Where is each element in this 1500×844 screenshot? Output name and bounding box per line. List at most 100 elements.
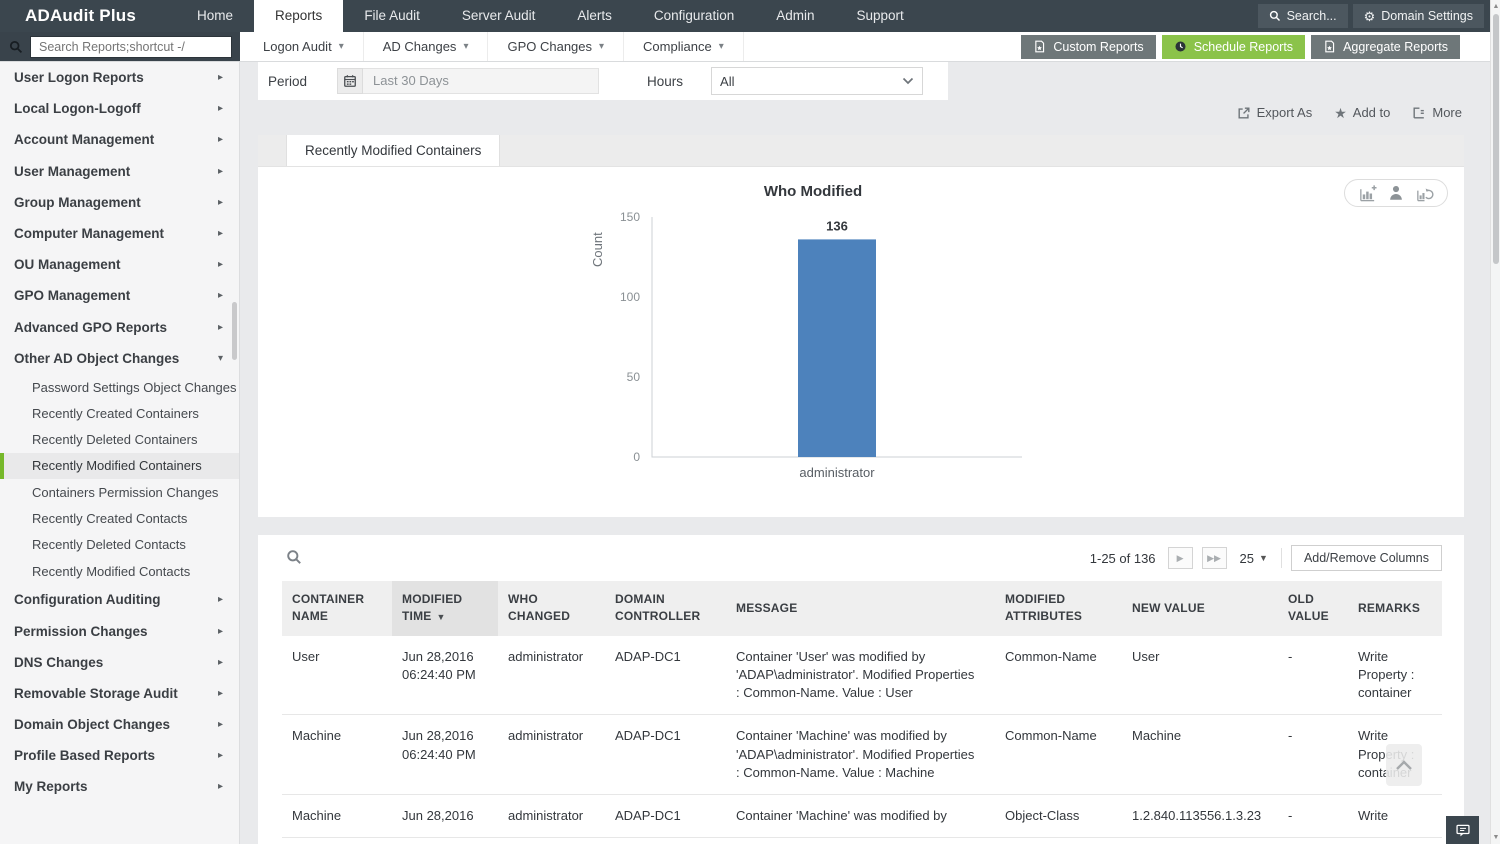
sidebar-item-recently-deleted-contacts[interactable]: Recently Deleted Contacts <box>32 537 186 553</box>
nav-item-support[interactable]: Support <box>856 8 904 23</box>
cell-old-value: - <box>1278 794 1348 839</box>
cell-who-changed: administrator <box>498 714 605 795</box>
page-size-value: 25 <box>1239 550 1255 566</box>
sidebar-item-recently-modified-containers[interactable]: Recently Modified Containers <box>0 452 239 480</box>
add-remove-columns-button[interactable]: Add/Remove Columns <box>1290 545 1442 571</box>
menu-compliance[interactable]: Compliance ▾ <box>624 32 744 61</box>
sidebar-item-advanced-gpo-reports[interactable]: Advanced GPO Reports ▸ <box>0 312 239 343</box>
aggregate-reports-button[interactable]: Aggregate Reports <box>1311 34 1460 59</box>
global-search-button[interactable]: Search... <box>1257 4 1348 28</box>
export-as-button[interactable]: Export As <box>1237 105 1312 120</box>
col-header-who-changed[interactable]: WHO CHANGED <box>498 581 605 636</box>
next-page-button[interactable]: ▶ <box>1167 547 1193 569</box>
nav-item-file-audit[interactable]: File Audit <box>364 8 420 23</box>
sidebar-item-recently-modified-contacts[interactable]: Recently Modified Contacts <box>32 563 191 579</box>
page-scrollbar[interactable]: ▲ ▼ <box>1490 0 1500 844</box>
cell-modified-attributes: Common-Name <box>995 635 1122 716</box>
sidebar-item-my-reports[interactable]: My Reports ▸ <box>0 771 239 802</box>
col-header-modified-attributes[interactable]: MODIFIED ATTRIBUTES <box>995 581 1122 636</box>
sidebar-item-password-settings-object-changes[interactable]: Password Settings Object Changes <box>32 379 237 395</box>
sidebar-item-user-management[interactable]: User Management ▸ <box>0 156 239 187</box>
table-row: Machine Jun 28,2016 06:24:40 PM administra… <box>282 714 1442 795</box>
sidebar-item-removable-storage-audit[interactable]: Removable Storage Audit ▸ <box>0 678 239 709</box>
sidebar-item-ou-management[interactable]: OU Management ▸ <box>0 249 239 280</box>
calendar-button[interactable] <box>337 68 364 94</box>
custom-reports-button[interactable]: Custom Reports <box>1021 34 1156 59</box>
report-actions: Export As ★ Add to More <box>1237 105 1462 120</box>
pagination: 1-25 of 136 ▶ ▶▶ 25 ▼ Add/Remove Columns <box>1090 545 1442 571</box>
tab-recently-modified-containers[interactable]: Recently Modified Containers <box>286 135 501 166</box>
chevron-right-icon: ▸ <box>217 781 223 793</box>
add-to-button[interactable]: ★ Add to <box>1334 105 1390 120</box>
chevron-right-icon: ▸ <box>217 687 223 699</box>
col-header-container-name[interactable]: CONTAINER NAME <box>282 581 392 636</box>
cell-remarks: Write Property : container <box>1348 635 1442 716</box>
more-button[interactable]: More <box>1412 105 1462 120</box>
chevron-up-icon <box>1395 759 1413 771</box>
cell-domain-controller: ADAP-DC1 <box>605 635 726 716</box>
sidebar-item-gpo-management[interactable]: GPO Management ▸ <box>0 280 239 311</box>
col-header-modified-time[interactable]: MODIFIED TIME ▼ <box>392 581 498 636</box>
cell-domain-controller: ADAP-DC1 <box>605 794 726 839</box>
nav-item-reports[interactable]: Reports <box>254 0 344 32</box>
col-header-new-value[interactable]: NEW VALUE <box>1122 581 1278 636</box>
sidebar-item-local-logon-logoff[interactable]: Local Logon-Logoff ▸ <box>0 93 239 124</box>
nav-item-alerts[interactable]: Alerts <box>577 8 612 23</box>
sidebar-item-account-management[interactable]: Account Management ▸ <box>0 124 239 155</box>
chevron-down-icon: ▼ <box>1259 553 1268 563</box>
add-chart-icon[interactable] <box>1358 184 1377 203</box>
sidebar-item-label: GPO Management <box>14 288 131 304</box>
nav-item-home[interactable]: Home <box>197 8 234 23</box>
nav-item-admin[interactable]: Admin <box>776 8 815 23</box>
sidebar-item-other-ad-object-changes[interactable]: Other AD Object Changes ▾ <box>0 343 239 374</box>
sidebar-item-containers-permission-changes[interactable]: Containers Permission Changes <box>32 484 219 500</box>
period-input[interactable]: Last 30 Days <box>363 68 600 94</box>
bar-administrator[interactable] <box>798 239 876 457</box>
sidebar-item-computer-management[interactable]: Computer Management ▸ <box>0 218 239 249</box>
sidebar-item-configuration-auditing[interactable]: Configuration Auditing ▸ <box>0 584 239 615</box>
scrollbar-thumb[interactable] <box>1493 14 1499 264</box>
sidebar-item-recently-created-containers[interactable]: Recently Created Containers <box>32 405 199 421</box>
report-search-input[interactable] <box>30 35 232 58</box>
hours-select[interactable]: All <box>711 67 924 95</box>
search-icon <box>9 40 23 54</box>
menu-ad-changes[interactable]: AD Changes ▾ <box>364 32 489 61</box>
col-header-message[interactable]: MESSAGE <box>726 581 995 636</box>
col-header-domain-controller[interactable]: DOMAIN CONTROLLER <box>605 581 726 636</box>
refresh-chart-icon[interactable] <box>1415 184 1434 203</box>
col-header-remarks[interactable]: REMARKS <box>1348 581 1442 636</box>
col-header-label: OLD VALUE <box>1288 592 1329 624</box>
cell-new-value: 1.2.840.113556.1.3.23 <box>1122 794 1278 839</box>
table-search-icon[interactable] <box>286 549 302 565</box>
sidebar-item-recently-deleted-containers[interactable]: Recently Deleted Containers <box>32 432 198 448</box>
sidebar-item-dns-changes[interactable]: DNS Changes ▸ <box>0 647 239 678</box>
menu-gpo-changes[interactable]: GPO Changes ▾ <box>488 32 625 61</box>
nav-item-configuration[interactable]: Configuration <box>653 8 735 23</box>
sidebar-item-group-management[interactable]: Group Management ▸ <box>0 187 239 218</box>
scrollbar-down-arrow[interactable]: ▼ <box>1492 834 1500 841</box>
scroll-to-top-button[interactable] <box>1386 744 1422 786</box>
schedule-reports-button[interactable]: Schedule Reports <box>1161 34 1306 59</box>
sidebar-item-domain-object-changes[interactable]: Domain Object Changes ▸ <box>0 709 239 740</box>
sidebar-item-user-logon-reports[interactable]: User Logon Reports ▸ <box>0 62 239 93</box>
pagination-range: 1-25 of 136 <box>1089 550 1156 566</box>
domain-settings-button[interactable]: ⚙ Domain Settings <box>1352 4 1484 28</box>
reports-sidebar: User Logon Reports ▸ Local Logon-Logoff ▸ Ac… <box>0 62 240 844</box>
col-header-old-value[interactable]: OLD VALUE <box>1278 581 1348 636</box>
svg-text:0: 0 <box>633 450 640 464</box>
person-chart-icon[interactable] <box>1387 184 1405 202</box>
scrollbar-up-arrow[interactable]: ▲ <box>1492 3 1500 10</box>
cell-message: Container 'Machine' was modified by 'ADA… <box>726 714 995 795</box>
menu-logon-audit[interactable]: Logon Audit ▾ <box>244 32 364 61</box>
nav-item-server-audit[interactable]: Server Audit <box>461 8 536 23</box>
page-size-select[interactable]: 25 ▼ <box>1240 551 1268 566</box>
last-page-button[interactable]: ▶▶ <box>1201 547 1227 569</box>
sidebar-item-permission-changes[interactable]: Permission Changes ▸ <box>0 615 239 646</box>
sidebar-item-recently-created-contacts[interactable]: Recently Created Contacts <box>32 511 188 526</box>
sidebar-item-profile-based-reports[interactable]: Profile Based Reports ▸ <box>0 740 239 771</box>
sidebar-item-label: Removable Storage Audit <box>14 685 178 701</box>
sidebar-scrollbar-thumb[interactable] <box>232 302 237 360</box>
feedback-button[interactable] <box>1446 816 1479 844</box>
sidebar-item-label: Permission Changes <box>14 623 148 639</box>
cell-who-changed: administrator <box>498 794 605 839</box>
